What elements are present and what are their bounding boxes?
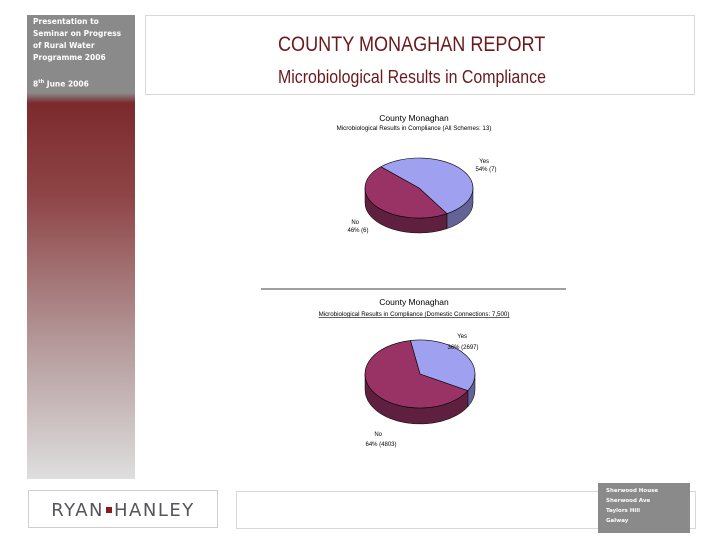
logo-text-hanley: HANLEY (114, 500, 195, 521)
chart-1-label-yes-name: Yes (479, 159, 489, 165)
presentation-title-line: of Rural Water (33, 41, 95, 50)
chart-1-label-no: No 46% (6) (347, 220, 368, 234)
chart-2-slice-no (364, 340, 469, 409)
chart-2-slice-yes (410, 339, 476, 392)
chart-1-label-yes-value: 54% (7) (475, 167, 496, 173)
presentation-date: 8th June 2006 (33, 76, 89, 91)
chart-2-label-yes-name: Yes (457, 334, 467, 340)
chart-2-label-no-name: No (374, 432, 382, 438)
date-suffix: th (38, 79, 45, 85)
chart-2: County Monaghan Microbiological Results … (319, 297, 510, 448)
date-rest: June 2006 (44, 79, 89, 89)
report-subtitle: Microbiological Results in Compliance (278, 66, 546, 87)
chart-2-title: County Monaghan (379, 297, 449, 307)
chart-2-label-no: No 64% (4803) (365, 432, 396, 448)
report-title: COUNTY MONAGHAN REPORT (278, 33, 546, 56)
presentation-title: Presentation to Seminar on Progress of R… (33, 16, 133, 64)
chart-2-label-yes-value: 36% (2697) (447, 345, 478, 351)
chart-1-slice-yes (380, 157, 474, 215)
address-line: Galway (606, 518, 629, 524)
chart-2-pie (364, 339, 476, 425)
header-box (145, 15, 695, 95)
chart-1-title: County Monaghan (379, 113, 449, 123)
logo-square-icon (106, 506, 112, 513)
presentation-title-line: Presentation to (33, 17, 99, 26)
chart-2-label-no-value: 64% (4803) (365, 442, 396, 448)
chart-1-pie (364, 157, 474, 234)
chart-1-label-yes: Yes 54% (7) (475, 159, 496, 173)
chart-1: County Monaghan Microbiological Results … (337, 113, 497, 234)
chart-1-subtitle: Microbiological Results in Compliance (A… (337, 125, 492, 132)
address-line: Sherwood House (606, 488, 659, 494)
chart-1-slice-no (364, 166, 448, 219)
address-line: Taylors Hill (606, 508, 640, 514)
presentation-title-line: Programme 2006 (33, 53, 106, 62)
chart-1-label-no-name: No (351, 220, 359, 226)
presentation-title-line: Seminar on Progress (33, 29, 122, 38)
date-day: 8 (33, 79, 39, 89)
sidebar-panel (27, 15, 135, 479)
company-logo: RYAN HANLEY (28, 490, 218, 528)
chart-2-subtitle: Microbiological Results in Compliance (D… (319, 311, 510, 318)
address-line: Sherwood Ave (606, 498, 651, 504)
chart-2-label-yes: Yes 36% (2697) (447, 334, 478, 351)
address-panel (598, 483, 690, 533)
chart-1-label-no-value: 46% (6) (347, 228, 368, 234)
logo-text-ryan: RYAN (51, 500, 104, 521)
